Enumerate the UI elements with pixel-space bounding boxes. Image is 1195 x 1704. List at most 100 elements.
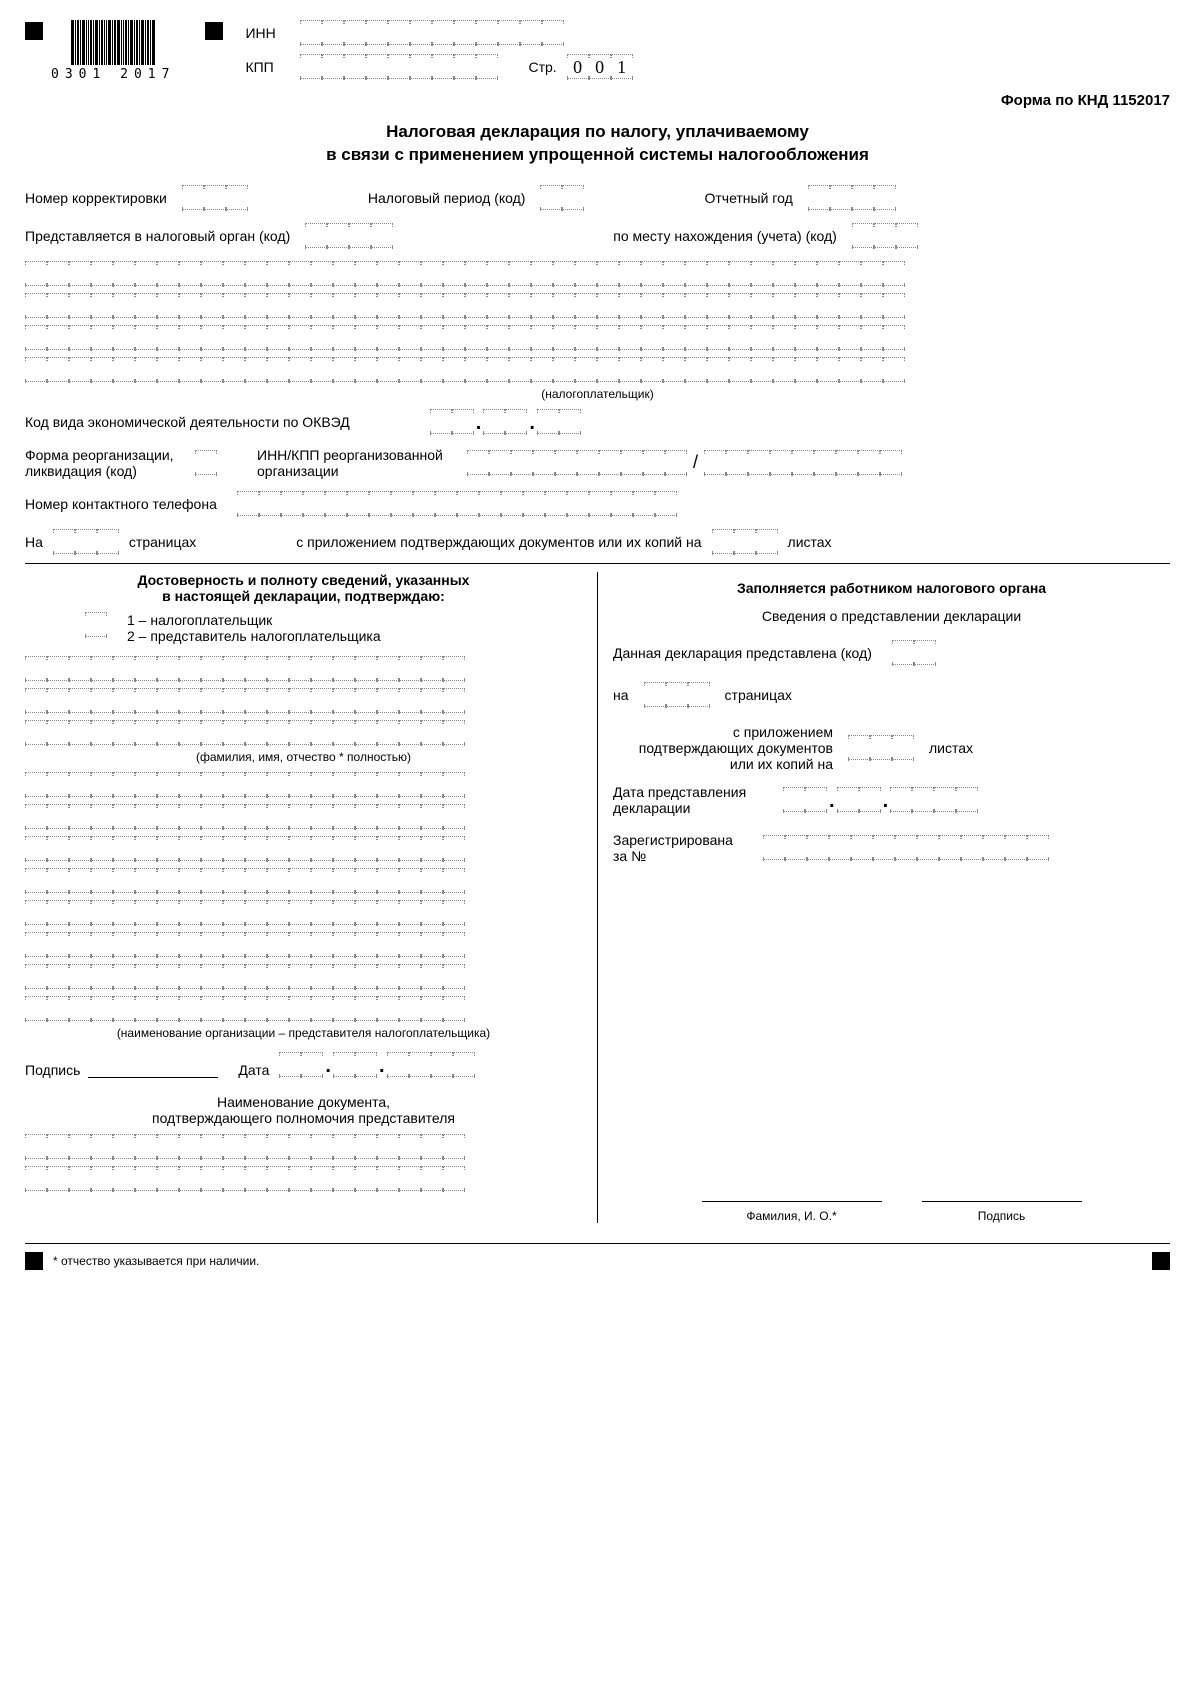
- on-label: на: [613, 687, 629, 703]
- left-column: Достоверность и полноту сведений, указан…: [25, 572, 598, 1223]
- reorg-inn-field[interactable]: [467, 450, 687, 476]
- doc-heading1: Наименование документа,: [217, 1094, 390, 1110]
- row-phone: Номер контактного телефона: [25, 491, 1170, 517]
- right-attach-field[interactable]: [848, 735, 914, 761]
- doc-heading2: подтверждающего полномочия представителя: [152, 1110, 455, 1126]
- page-field: 001: [567, 54, 633, 80]
- footnote: * отчество указывается при наличии.: [53, 1254, 259, 1268]
- two-column-block: Достоверность и полноту сведений, указан…: [25, 572, 1170, 1223]
- doc-heading: Наименование документа, подтверждающего …: [25, 1094, 582, 1126]
- location-field[interactable]: [852, 223, 918, 249]
- phone-field[interactable]: [237, 491, 677, 517]
- right-subheading: Сведения о представлении декларации: [613, 608, 1170, 624]
- attach-suffix: листах: [788, 534, 832, 550]
- submitted-label: Данная декларация представлена (код): [613, 645, 872, 661]
- right-sig-row: Фамилия, И. О.* Подпись: [613, 1184, 1170, 1223]
- tax-authority-field[interactable]: [305, 223, 393, 249]
- signature-label: Подпись: [25, 1062, 80, 1078]
- taxpayer-name-block: [25, 261, 1170, 383]
- reg-field[interactable]: [763, 835, 1049, 861]
- row-okved: Код вида экономической деятельности по О…: [25, 409, 1170, 435]
- corner-marker-br: [1152, 1252, 1170, 1270]
- slash: /: [693, 452, 698, 473]
- phone-label: Номер контактного телефона: [25, 496, 217, 512]
- left-heading: Достоверность и полноту сведений, указан…: [25, 572, 582, 604]
- right-date-label1: Дата представления: [613, 784, 783, 800]
- reorg-kpp-field[interactable]: [704, 450, 902, 476]
- left-heading1: Достоверность и полноту сведений, указан…: [138, 572, 470, 588]
- left-doc-block: [25, 1134, 582, 1192]
- right-date-label2: декларации: [613, 800, 783, 816]
- barcode-number: 0301 2017: [51, 67, 175, 82]
- reorg-inn-label1: ИНН/КПП реорганизованной: [257, 447, 443, 463]
- signature-row: Подпись Дата ..: [25, 1052, 582, 1078]
- right-date-field[interactable]: ..: [783, 787, 978, 813]
- right-date-row: Дата представления декларации ..: [613, 784, 1170, 816]
- row-pages: На страницах с приложением подтверждающи…: [25, 529, 1170, 555]
- separator: [25, 563, 1170, 564]
- declarant-type-field[interactable]: [85, 612, 107, 638]
- separator-bottom: [25, 1243, 1170, 1244]
- okved-label: Код вида экономической деятельности по О…: [25, 414, 350, 430]
- pages-suffix: страницах: [129, 534, 196, 550]
- row-reorg: Форма реорганизации, ликвидация (код) ИН…: [25, 447, 1170, 479]
- okved-field[interactable]: ..: [430, 409, 581, 435]
- right-attach3: или их копий на: [613, 756, 833, 772]
- left-fio-note: (фамилия, имя, отчество * полностью): [25, 750, 582, 764]
- signature-line[interactable]: [88, 1060, 218, 1078]
- kpp-field[interactable]: [300, 54, 498, 80]
- taxpayer-note: (налогоплательщик): [25, 387, 1170, 401]
- inn-field[interactable]: [300, 20, 564, 46]
- submitted-field[interactable]: [892, 640, 936, 666]
- fio-line[interactable]: [702, 1184, 882, 1202]
- date-field[interactable]: ..: [279, 1052, 474, 1078]
- reorg-form-label2: ликвидация (код): [25, 463, 137, 479]
- attach-field[interactable]: [712, 529, 778, 555]
- pages-field[interactable]: [53, 529, 119, 555]
- row-authority: Представляется в налоговый орган (код) п…: [25, 223, 1170, 249]
- reg-row: Зарегистрирована за №: [613, 832, 1170, 864]
- row-correction: Номер корректировки Налоговый период (ко…: [25, 185, 1170, 211]
- inn-row: ИНН: [245, 20, 632, 46]
- date-label: Дата: [238, 1062, 269, 1078]
- right-attach-suffix: листах: [929, 740, 973, 756]
- correction-field[interactable]: [182, 185, 248, 211]
- reorg-form-label1: Форма реорганизации,: [25, 447, 174, 463]
- right-attach-row: с приложением подтверждающих документов …: [613, 724, 1170, 772]
- type-opt2: 2 – представитель налогоплательщика: [127, 628, 381, 644]
- location-label: по месту нахождения (учета) (код): [613, 228, 837, 244]
- report-year-label: Отчетный год: [704, 190, 792, 206]
- right-signature-line[interactable]: [922, 1184, 1082, 1202]
- right-attach2: подтверждающих документов: [613, 740, 833, 756]
- on-suffix: страницах: [725, 687, 792, 703]
- report-year-field[interactable]: [808, 185, 896, 211]
- left-org-block: [25, 772, 582, 1022]
- right-heading: Заполняется работником налогового органа: [613, 580, 1170, 596]
- header-row: 0301 2017 ИНН КПП Стр. 001: [25, 20, 1170, 82]
- on-pages-row: на страницах: [613, 682, 1170, 708]
- right-attach1: с приложением: [613, 724, 833, 740]
- fio-label: Фамилия, И. О.: [746, 1209, 832, 1223]
- tax-authority-label: Представляется в налоговый орган (код): [25, 228, 290, 244]
- pages-on-label: На: [25, 534, 43, 550]
- title-line2: в связи с применением упрощенной системы…: [326, 145, 869, 164]
- footer-row: * отчество указывается при наличии.: [25, 1252, 1170, 1270]
- title-line1: Налоговая декларация по налогу, уплачива…: [386, 122, 809, 141]
- right-column: Заполняется работником налогового органа…: [598, 572, 1170, 1223]
- left-fio-block: [25, 656, 582, 746]
- barcode-bars: [71, 20, 155, 65]
- kpp-row: КПП Стр. 001: [245, 54, 632, 80]
- corner-marker-tl: [25, 22, 43, 40]
- page-label: Стр.: [528, 59, 556, 75]
- right-signature-label: Подпись: [922, 1209, 1082, 1223]
- reg-label1: Зарегистрирована: [613, 832, 763, 848]
- barcode-marker-r: [205, 22, 223, 40]
- reg-label2: за №: [613, 848, 763, 864]
- submitted-row: Данная декларация представлена (код): [613, 640, 1170, 666]
- inn-label: ИНН: [245, 25, 300, 41]
- reorg-form-field[interactable]: [195, 450, 217, 476]
- on-field[interactable]: [644, 682, 710, 708]
- kpp-label: КПП: [245, 59, 300, 75]
- tax-period-field[interactable]: [540, 185, 584, 211]
- form-code: Форма по КНД 1152017: [25, 92, 1170, 109]
